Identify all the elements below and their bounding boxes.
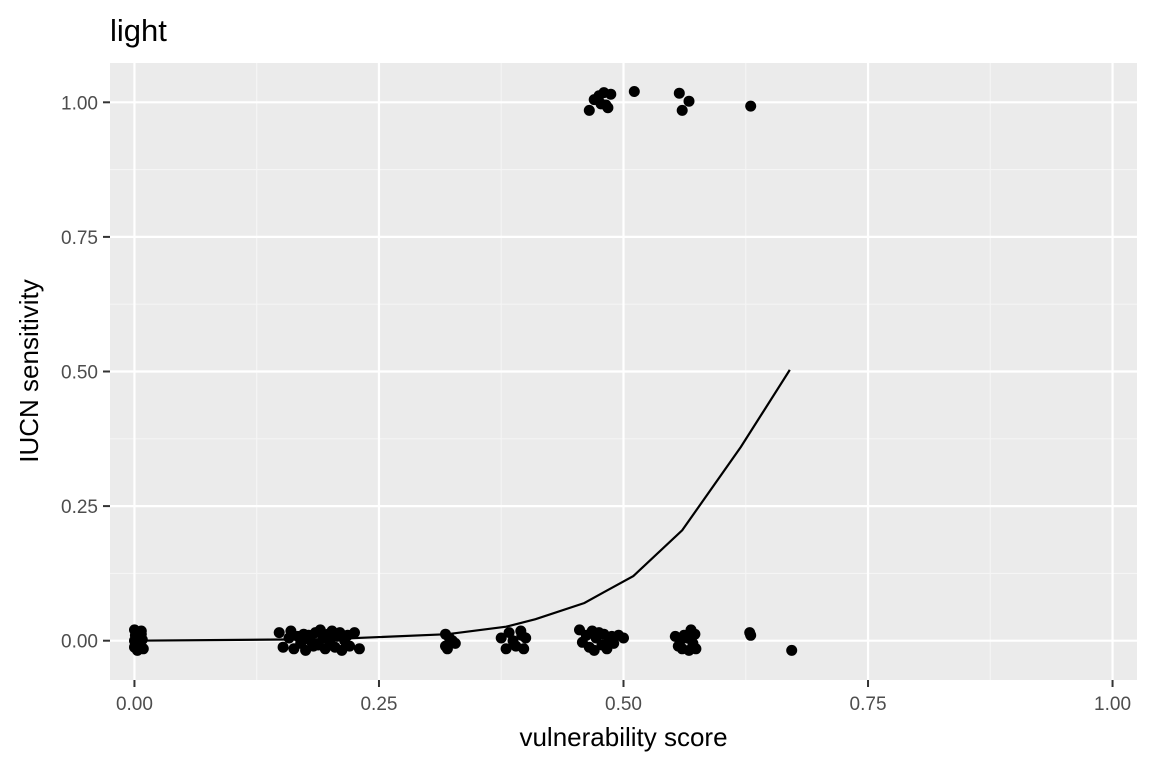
y-tick-label: 0.00 xyxy=(61,632,98,653)
x-tick-label: 0.00 xyxy=(116,694,153,715)
data-point xyxy=(745,100,757,112)
x-tick-label: 0.50 xyxy=(605,694,642,715)
data-point xyxy=(449,637,461,649)
trend-line xyxy=(134,369,791,642)
data-point xyxy=(618,632,629,644)
data-point xyxy=(786,644,798,656)
y-tick-label: 1.00 xyxy=(61,93,98,114)
chart-title: light xyxy=(110,13,167,48)
data-point xyxy=(495,632,507,644)
y-tick-labels: 0.00 0.25 0.50 0.75 1.00 xyxy=(61,93,98,652)
x-tick-label: 0.25 xyxy=(360,694,397,715)
data-point xyxy=(344,640,356,652)
x-tick-labels: 0.00 0.25 0.50 0.75 1.00 xyxy=(116,694,1131,715)
data-point xyxy=(516,629,528,641)
axis-ticks xyxy=(103,101,1114,687)
data-point xyxy=(441,643,453,655)
data-point xyxy=(273,627,285,639)
data-point xyxy=(673,87,685,99)
data-point xyxy=(628,86,640,97)
y-axis-label: IUCN sensitivity xyxy=(14,279,44,462)
data-point xyxy=(683,95,695,107)
y-tick-label: 0.50 xyxy=(61,363,98,384)
data-point xyxy=(608,637,620,649)
data-point xyxy=(518,643,530,655)
data-point xyxy=(349,627,360,639)
data-point xyxy=(277,641,289,653)
series-layer xyxy=(129,86,798,656)
data-point xyxy=(605,88,617,100)
data-point xyxy=(690,643,702,655)
data-point xyxy=(745,629,757,641)
x-axis-label: vulnerability score xyxy=(519,722,727,752)
data-point xyxy=(689,628,701,640)
data-point xyxy=(500,643,512,655)
y-tick-label: 0.75 xyxy=(61,228,98,249)
data-point xyxy=(583,104,595,116)
data-point xyxy=(353,643,365,655)
data-point xyxy=(588,644,600,656)
data-point xyxy=(602,102,614,114)
data-point xyxy=(131,644,143,656)
x-tick-label: 0.75 xyxy=(850,694,887,715)
data-point xyxy=(135,628,147,640)
x-tick-label: 1.00 xyxy=(1094,694,1131,715)
data-point xyxy=(676,104,688,116)
y-tick-label: 0.25 xyxy=(61,497,98,518)
